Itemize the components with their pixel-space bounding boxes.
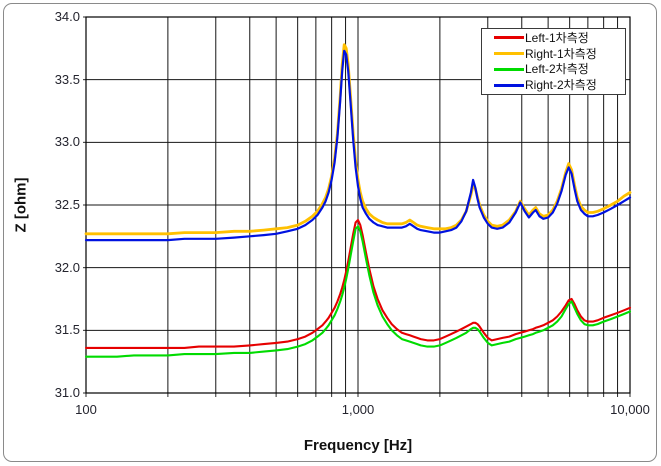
y-tick-label: 33.5 xyxy=(54,71,80,87)
y-tick-label: 33.0 xyxy=(54,134,80,150)
legend-item-left-1: Left-1차측정 xyxy=(494,30,625,46)
y-tick-label: 31.0 xyxy=(54,385,80,400)
legend-label: Left-1차측정 xyxy=(525,30,589,45)
series-line-left-1 xyxy=(84,218,632,349)
legend-label: Left-2차측정 xyxy=(525,62,589,77)
legend-label: Right-1차측정 xyxy=(525,46,597,61)
x-tick-label: 1,000 xyxy=(341,402,375,417)
series-line-left-2 xyxy=(84,225,632,358)
x-tick-label: 10,000 xyxy=(610,402,650,417)
y-tick-label: 31.5 xyxy=(54,322,80,338)
plot-frame xyxy=(85,16,631,394)
y-axis-title: Z [ohm] xyxy=(12,177,30,233)
legend-swatch-right-2 xyxy=(494,83,524,87)
legend-item-right-2: Right-2차측정 xyxy=(494,77,625,93)
legend-swatch-right-1 xyxy=(494,52,524,56)
legend-swatch-left-1 xyxy=(494,36,524,40)
legend-swatch-left-2 xyxy=(494,67,524,71)
legend-label: Right-2차측정 xyxy=(525,78,597,93)
series-line-right-2 xyxy=(84,49,632,242)
legend: Left-1차측정 Right-1차측정 Left-2차측정 Right-2차측정 xyxy=(481,28,626,95)
legend-item-left-2: Left-2차측정 xyxy=(494,62,625,78)
x-tick-label: 100 xyxy=(75,402,97,417)
x-axis-title: Frequency [Hz] xyxy=(303,437,413,454)
y-tick-label: 32.5 xyxy=(54,197,80,212)
y-tick-label: 32.0 xyxy=(54,259,80,275)
y-tick-label: 34.0 xyxy=(54,9,80,24)
legend-item-right-1: Right-1차측정 xyxy=(494,46,625,62)
